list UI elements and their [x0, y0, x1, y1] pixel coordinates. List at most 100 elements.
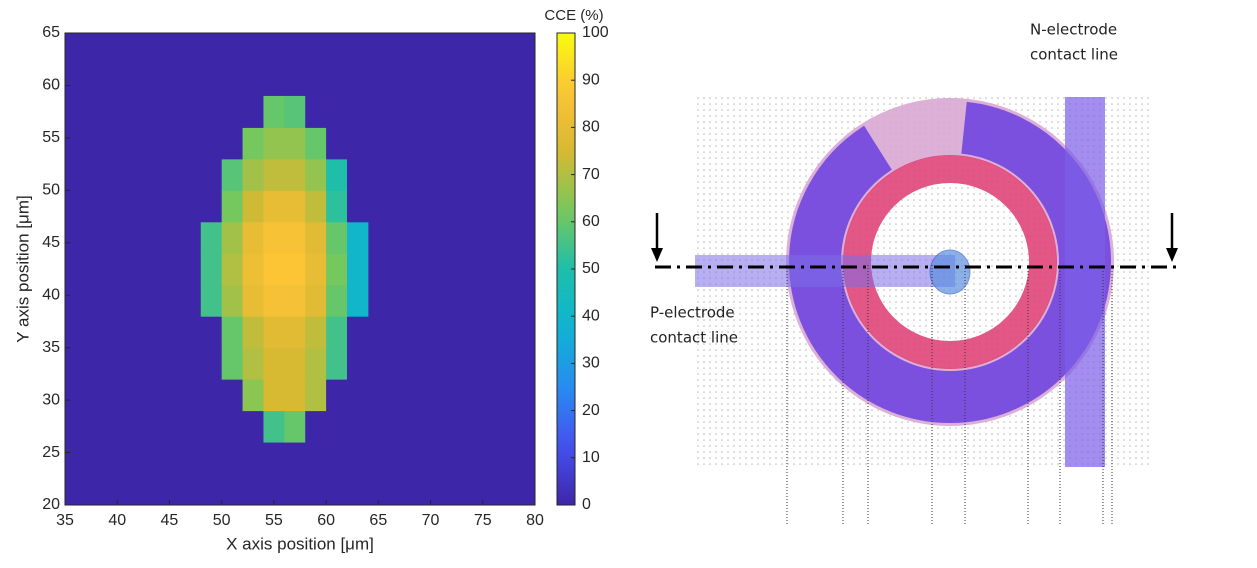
heatmap-cell — [242, 379, 264, 412]
heatmap-cell — [347, 95, 369, 128]
heatmap-cell — [326, 127, 348, 160]
heatmap-cell — [200, 95, 223, 128]
heatmap-cell — [242, 95, 264, 128]
y-tick-label: 60 — [42, 77, 60, 94]
y-tick-label: 30 — [42, 391, 60, 408]
heatmap-cell — [305, 410, 327, 443]
heatmap-cell — [221, 158, 244, 191]
heatmap-cell — [347, 347, 369, 380]
y-tick-label: 55 — [42, 129, 60, 146]
heatmap-cell — [263, 221, 285, 254]
colorbar-label: CCE (%) — [544, 7, 603, 24]
x-tick-label: 80 — [526, 512, 544, 529]
heatmap-cell — [263, 95, 285, 128]
y-tick-label: 45 — [42, 234, 60, 251]
colorbar-tick-label: 0 — [582, 496, 591, 513]
heatmap-cell — [242, 221, 264, 254]
label: contact line — [650, 329, 738, 347]
heatmap-cell — [221, 253, 244, 286]
heatmap-cell — [284, 127, 306, 160]
heatmap-cell — [263, 347, 285, 380]
heatmap-cell — [242, 253, 264, 286]
heatmap-cell — [221, 379, 244, 412]
heatmap-cell — [242, 190, 264, 223]
x-tick-label: 70 — [422, 512, 440, 529]
heatmap-cell — [221, 95, 244, 128]
y-tick-label: 20 — [42, 496, 60, 513]
heatmap-cell — [263, 379, 285, 412]
colorbar-tick-label: 10 — [582, 449, 600, 466]
heatmap-cell — [263, 316, 285, 349]
n-electrode — [1065, 97, 1105, 467]
heatmap-cell — [326, 347, 348, 380]
heatmap-cell — [263, 127, 285, 160]
heatmap-cell — [347, 284, 369, 317]
label: contact line — [1030, 46, 1118, 64]
x-tick-label: 50 — [213, 512, 231, 529]
heatmap-cell — [326, 410, 348, 443]
heatmap-cell — [305, 316, 327, 349]
y-tick-label: 35 — [42, 339, 60, 356]
projection-lines — [786, 265, 1113, 525]
colorbar-tick-label: 30 — [582, 355, 600, 372]
heatmap-cell — [242, 347, 264, 380]
heatmap-cell — [326, 190, 348, 223]
heatmap-cell — [326, 253, 348, 286]
heatmap-cell — [263, 253, 285, 286]
x-tick-label: 35 — [56, 512, 74, 529]
heatmap-cell — [305, 284, 327, 317]
heatmap-cell — [347, 410, 369, 443]
arrow-head — [651, 248, 663, 262]
colorbar-tick-label: 80 — [582, 119, 600, 136]
heatmap-cell — [221, 316, 244, 349]
heatmap-cell — [326, 316, 348, 349]
x-tick-label: 75 — [474, 512, 492, 529]
heatmap-cell — [242, 410, 264, 443]
label: N-electrode — [1030, 21, 1117, 39]
heatmap-cell — [221, 221, 244, 254]
diagram: N-electrode contact line P-electrode con… — [650, 21, 1180, 525]
heatmap-cell — [221, 127, 244, 160]
heatmap-cell — [221, 190, 244, 223]
y-tick-label: 50 — [42, 182, 60, 199]
heatmap-cell — [284, 158, 306, 191]
y-tick-label: 25 — [42, 444, 60, 461]
colorbar-tick-label: 40 — [582, 307, 600, 324]
heatmap-cell — [284, 221, 306, 254]
heatmap-cell — [305, 221, 327, 254]
heatmap-cell — [284, 253, 306, 286]
x-tick-label: 40 — [108, 512, 126, 529]
heatmap-cell — [284, 316, 306, 349]
heatmap-cell — [263, 190, 285, 223]
heatmap-cell — [347, 158, 369, 191]
heatmap-cell — [200, 253, 223, 286]
heatmap-cell — [347, 127, 369, 160]
colorbar-tick-label: 100 — [582, 24, 609, 41]
heatmap-cell — [305, 347, 327, 380]
heatmap-cell — [221, 347, 244, 380]
p-electrode — [695, 255, 955, 287]
heatmap-cell — [242, 127, 264, 160]
colorbar-tick-label: 50 — [582, 260, 600, 277]
y-tick-label: 65 — [42, 24, 60, 41]
heatmap-cell — [284, 190, 306, 223]
heatmap-cell — [326, 379, 348, 412]
heatmap-cell — [284, 95, 306, 128]
heatmap-cell — [200, 284, 223, 317]
colorbar-tick-label: 70 — [582, 166, 600, 183]
heatmap-cell — [305, 379, 327, 412]
heatmap-cell — [284, 410, 306, 443]
heatmap-cell — [284, 379, 306, 412]
heatmap-cell — [221, 284, 244, 317]
colorbar-tick-label: 20 — [582, 402, 600, 419]
heatmap-cell — [305, 158, 327, 191]
x-axis-label: X axis position [μm] — [226, 534, 374, 553]
heatmap-cell — [326, 95, 348, 128]
heatmap-cell — [200, 127, 223, 160]
y-axis-label: Y axis position [μm] — [13, 195, 32, 342]
heatmap-cell — [242, 284, 264, 317]
heatmap-cell — [263, 158, 285, 191]
heatmap-cell — [305, 95, 327, 128]
heatmap-cell — [200, 316, 223, 349]
